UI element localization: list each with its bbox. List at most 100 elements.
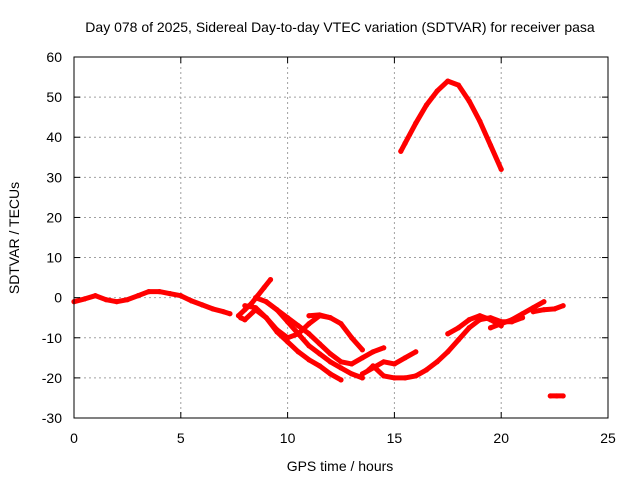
data-point: [370, 365, 376, 371]
series-group: [71, 78, 566, 399]
data-point: [295, 323, 301, 329]
data-point: [92, 293, 98, 299]
data-point: [466, 317, 472, 323]
data-point: [317, 351, 323, 357]
y-tick-label: 40: [46, 129, 62, 145]
data-point: [560, 393, 566, 399]
data-point: [466, 98, 472, 104]
data-point: [274, 307, 280, 313]
data-point: [263, 315, 269, 321]
data-point: [103, 297, 109, 303]
plot-frame: [73, 56, 609, 419]
data-point: [135, 293, 141, 299]
data-point: [445, 78, 451, 84]
data-point: [349, 371, 355, 377]
data-point: [552, 306, 558, 312]
data-point: [477, 313, 483, 319]
x-tick-label: 5: [177, 430, 185, 446]
data-point: [306, 331, 312, 337]
data-point: [178, 293, 184, 299]
y-tick-label: 60: [46, 49, 62, 65]
data-point: [434, 88, 440, 94]
data-point: [295, 349, 301, 355]
axis-ticks: 0 5 10 15 20 25 -30 -20 -10 0 10 20 30 40 50 60: [42, 49, 616, 446]
data-point: [381, 359, 387, 365]
data-point: [413, 373, 419, 379]
data-point: [498, 321, 504, 327]
data-point: [306, 357, 312, 363]
series-line-track-1: [71, 289, 233, 317]
data-point: [391, 361, 397, 367]
data-point: [554, 393, 560, 399]
series-line-track-8: [366, 315, 526, 381]
y-axis-label: SDTVAR / TECUs: [6, 182, 22, 294]
data-point: [242, 317, 248, 323]
data-point: [261, 285, 267, 291]
data-point: [381, 373, 387, 379]
data-point: [434, 359, 440, 365]
data-point: [509, 317, 515, 323]
y-tick-label: 30: [46, 169, 62, 185]
x-tick-label: 10: [280, 430, 296, 446]
data-point: [402, 375, 408, 381]
data-point: [487, 317, 494, 323]
data-point: [188, 298, 195, 304]
data-point: [541, 299, 547, 305]
data-point: [263, 299, 269, 305]
data-point: [199, 302, 205, 308]
data-point: [327, 351, 333, 357]
x-axis-label: GPS time / hours: [287, 458, 394, 474]
data-point: [167, 291, 173, 297]
data-point: [338, 377, 344, 383]
data-point: [398, 148, 404, 154]
data-point: [402, 355, 408, 361]
data-point: [402, 140, 408, 146]
y-tick-label: -10: [42, 330, 62, 346]
data-point: [413, 120, 419, 126]
data-point: [114, 299, 120, 305]
data-point: [519, 311, 526, 317]
data-point: [242, 303, 248, 309]
data-point: [210, 306, 216, 312]
data-point: [285, 315, 291, 321]
data-point: [238, 315, 244, 321]
data-point: [359, 375, 365, 381]
data-point: [285, 339, 291, 345]
data-point: [455, 325, 462, 331]
data-point: [82, 296, 88, 302]
data-point: [295, 331, 301, 337]
data-point: [317, 312, 323, 318]
y-tick-label: -20: [42, 370, 62, 386]
data-point: [359, 355, 365, 361]
data-point: [227, 311, 233, 317]
series-line-track-11: [488, 299, 547, 331]
data-point: [477, 118, 483, 124]
data-point: [146, 289, 152, 295]
data-point: [487, 325, 494, 331]
y-tick-label: 50: [46, 89, 62, 105]
data-point: [306, 313, 312, 319]
data-point: [423, 102, 430, 108]
data-point: [274, 329, 280, 335]
data-point: [327, 371, 333, 377]
data-point: [306, 321, 312, 327]
data-point: [466, 325, 472, 331]
data-point: [338, 321, 344, 327]
data-point: [156, 289, 163, 295]
data-point: [252, 305, 259, 311]
chart-title: Day 078 of 2025, Sidereal Day-to-day VTE…: [85, 19, 595, 35]
x-tick-label: 15: [387, 430, 403, 446]
x-tick-label: 25: [600, 430, 616, 446]
data-point: [560, 303, 566, 309]
x-tick-label: 0: [70, 430, 78, 446]
data-point: [413, 349, 419, 355]
data-point: [455, 337, 462, 343]
series-line-track-12: [530, 303, 566, 315]
data-point: [381, 345, 387, 351]
data-point: [317, 363, 323, 369]
data-point: [541, 307, 547, 313]
data-point: [547, 393, 553, 399]
data-point: [338, 359, 344, 365]
data-point: [359, 347, 365, 353]
data-point: [455, 82, 462, 88]
